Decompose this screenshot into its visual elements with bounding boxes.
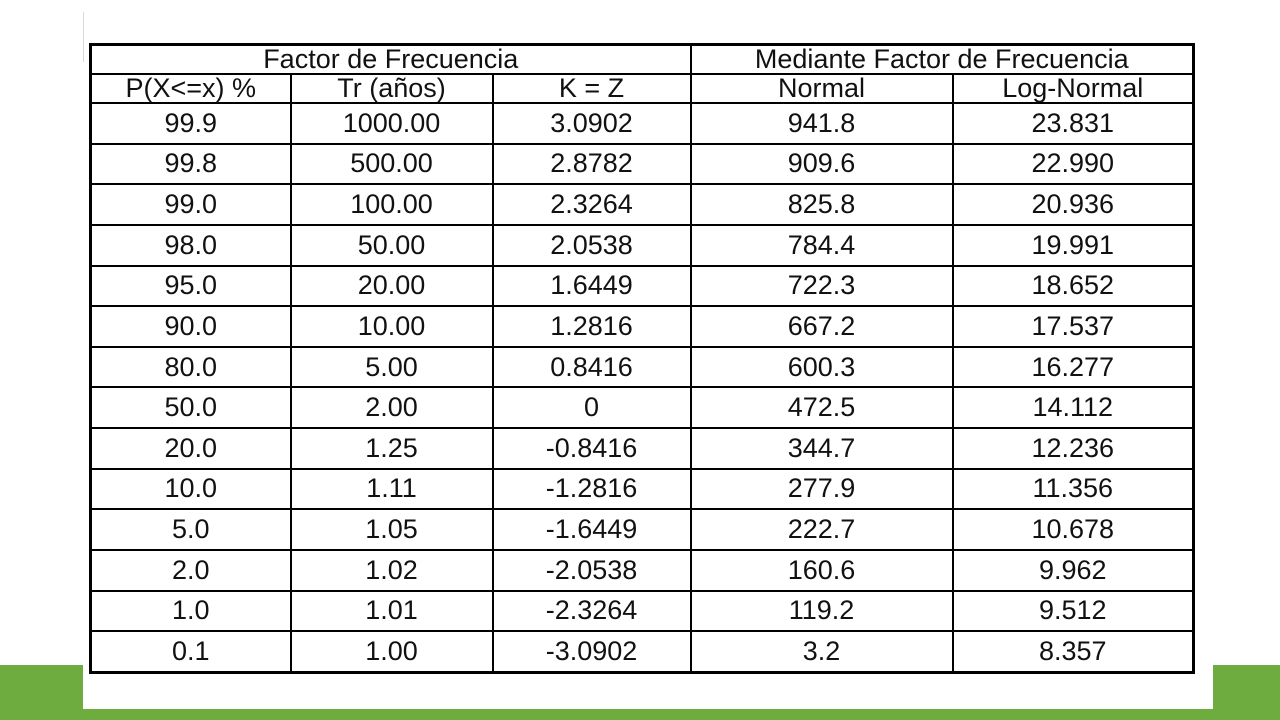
cell-probability: 5.0 xyxy=(89,508,292,551)
cell-return-period: 500.00 xyxy=(289,142,494,186)
table-row: 1.0 1.01 -2.3264 119.2 9.512 xyxy=(89,589,1195,633)
column-header-normal: Normal xyxy=(689,73,954,104)
cell-probability: 50.0 xyxy=(89,386,292,429)
cell-probability: 95.0 xyxy=(89,264,292,308)
cell-log-normal: 20.936 xyxy=(951,183,1195,226)
cell-normal: 909.6 xyxy=(689,142,954,186)
cell-log-normal: 9.962 xyxy=(951,548,1195,592)
column-header-k: K = Z xyxy=(491,73,692,104)
column-header-log-normal: Log-Normal xyxy=(951,73,1195,104)
cell-normal: 667.2 xyxy=(689,305,954,348)
cell-normal: 941.8 xyxy=(689,102,954,145)
cell-probability: 99.0 xyxy=(89,183,292,226)
accent-bar-bottom xyxy=(0,709,1280,720)
cell-normal: 344.7 xyxy=(689,427,954,470)
cell-k: -1.2816 xyxy=(491,467,692,511)
cell-probability: 99.8 xyxy=(89,142,292,186)
cell-return-period: 1.11 xyxy=(289,467,494,511)
table-row: 0.1 1.00 -3.0902 3.2 8.357 xyxy=(89,630,1195,674)
cell-k: 0 xyxy=(491,386,692,429)
column-header-probability: P(X<=x) % xyxy=(89,73,292,104)
cell-probability: 90.0 xyxy=(89,305,292,348)
cell-k: 2.3264 xyxy=(491,183,692,226)
cell-probability: 10.0 xyxy=(89,467,292,511)
cell-return-period: 1.00 xyxy=(289,630,494,674)
table-row: 98.0 50.00 2.0538 784.4 19.991 xyxy=(89,223,1195,267)
cell-return-period: 10.00 xyxy=(289,305,494,348)
group-header-factor: Factor de Frecuencia xyxy=(89,43,692,75)
cell-normal: 825.8 xyxy=(689,183,954,226)
cell-return-period: 1.25 xyxy=(289,427,494,470)
slide-edge xyxy=(83,12,84,62)
cell-log-normal: 9.512 xyxy=(951,589,1195,633)
cell-return-period: 2.00 xyxy=(289,386,494,429)
table-row: 99.0 100.00 2.3264 825.8 20.936 xyxy=(89,183,1195,226)
cell-k: 2.8782 xyxy=(491,142,692,186)
cell-normal: 160.6 xyxy=(689,548,954,592)
cell-log-normal: 16.277 xyxy=(951,345,1195,389)
cell-return-period: 1000.00 xyxy=(289,102,494,145)
table-row: 80.0 5.00 0.8416 600.3 16.277 xyxy=(89,345,1195,389)
table-row: 5.0 1.05 -1.6449 222.7 10.678 xyxy=(89,508,1195,551)
cell-k: -2.0538 xyxy=(491,548,692,592)
cell-k: 1.6449 xyxy=(491,264,692,308)
cell-normal: 784.4 xyxy=(689,223,954,267)
table-row: 99.8 500.00 2.8782 909.6 22.990 xyxy=(89,142,1195,186)
cell-return-period: 1.02 xyxy=(289,548,494,592)
column-header-row: P(X<=x) % Tr (años) K = Z Normal Log-Nor… xyxy=(89,73,1195,104)
cell-log-normal: 19.991 xyxy=(951,223,1195,267)
cell-return-period: 100.00 xyxy=(289,183,494,226)
table-row: 90.0 10.00 1.2816 667.2 17.537 xyxy=(89,305,1195,348)
column-header-return-period: Tr (años) xyxy=(289,73,494,104)
cell-log-normal: 14.112 xyxy=(951,386,1195,429)
cell-k: 3.0902 xyxy=(491,102,692,145)
cell-normal: 722.3 xyxy=(689,264,954,308)
cell-log-normal: 17.537 xyxy=(951,305,1195,348)
cell-k: 2.0538 xyxy=(491,223,692,267)
cell-probability: 1.0 xyxy=(89,589,292,633)
cell-probability: 99.9 xyxy=(89,102,292,145)
cell-return-period: 1.05 xyxy=(289,508,494,551)
cell-log-normal: 23.831 xyxy=(951,102,1195,145)
table-row: 20.0 1.25 -0.8416 344.7 12.236 xyxy=(89,427,1195,470)
cell-k: -0.8416 xyxy=(491,427,692,470)
table-row: 95.0 20.00 1.6449 722.3 18.652 xyxy=(89,264,1195,308)
frequency-factor-table: Factor de Frecuencia Mediante Factor de … xyxy=(89,43,1196,674)
table-row: 99.9 1000.00 3.0902 941.8 23.831 xyxy=(89,102,1195,145)
table-row: 10.0 1.11 -1.2816 277.9 11.356 xyxy=(89,467,1195,511)
cell-k: 1.2816 xyxy=(491,305,692,348)
table-body: 99.9 1000.00 3.0902 941.8 23.831 99.8 500.00 2.… xyxy=(89,102,1195,674)
cell-normal: 222.7 xyxy=(689,508,954,551)
cell-probability: 0.1 xyxy=(89,630,292,674)
cell-normal: 277.9 xyxy=(689,467,954,511)
cell-normal: 472.5 xyxy=(689,386,954,429)
cell-probability: 20.0 xyxy=(89,427,292,470)
group-header-row: Factor de Frecuencia Mediante Factor de … xyxy=(89,43,1195,75)
cell-return-period: 50.00 xyxy=(289,223,494,267)
cell-log-normal: 11.356 xyxy=(951,467,1195,511)
cell-probability: 80.0 xyxy=(89,345,292,389)
cell-normal: 119.2 xyxy=(689,589,954,633)
group-header-mediante: Mediante Factor de Frecuencia xyxy=(689,43,1195,75)
accent-bar-right xyxy=(1212,665,1280,709)
cell-return-period: 5.00 xyxy=(289,345,494,389)
cell-log-normal: 8.357 xyxy=(951,630,1195,674)
cell-k: -2.3264 xyxy=(491,589,692,633)
cell-log-normal: 18.652 xyxy=(951,264,1195,308)
accent-bar-left xyxy=(0,665,85,709)
cell-normal: 600.3 xyxy=(689,345,954,389)
cell-log-normal: 10.678 xyxy=(951,508,1195,551)
cell-probability: 98.0 xyxy=(89,223,292,267)
cell-probability: 2.0 xyxy=(89,548,292,592)
cell-k: -1.6449 xyxy=(491,508,692,551)
table-row: 50.0 2.00 0 472.5 14.112 xyxy=(89,386,1195,429)
cell-log-normal: 22.990 xyxy=(951,142,1195,186)
cell-return-period: 20.00 xyxy=(289,264,494,308)
cell-k: 0.8416 xyxy=(491,345,692,389)
cell-normal: 3.2 xyxy=(689,630,954,674)
cell-k: -3.0902 xyxy=(491,630,692,674)
cell-log-normal: 12.236 xyxy=(951,427,1195,470)
table-row: 2.0 1.02 -2.0538 160.6 9.962 xyxy=(89,548,1195,592)
cell-return-period: 1.01 xyxy=(289,589,494,633)
